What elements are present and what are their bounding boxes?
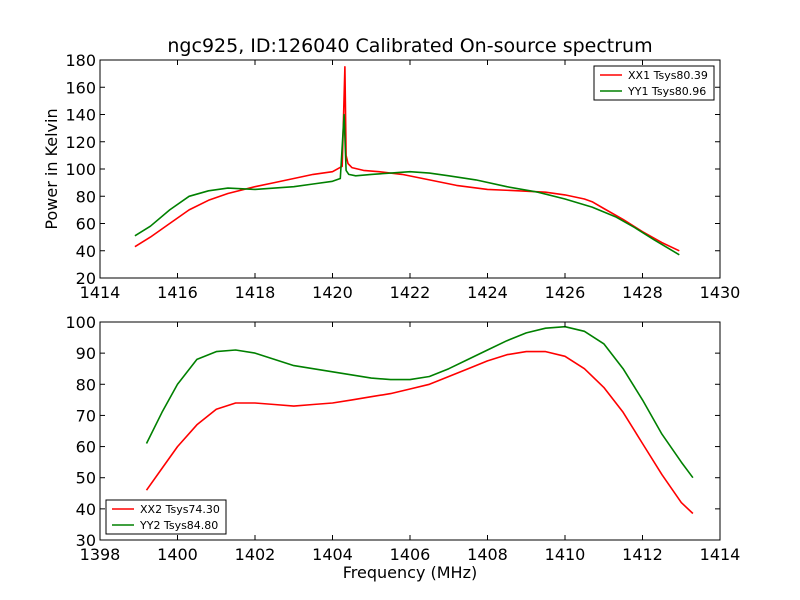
- x-tick-label: 1406: [390, 545, 431, 564]
- x-tick-label: 1420: [312, 283, 353, 302]
- legend-box: [593, 65, 715, 101]
- legend-label-1: XX2 Tsys74.30: [140, 503, 220, 516]
- y-tick-label: 100: [65, 313, 96, 332]
- series-line-1: [145, 350, 694, 515]
- series-line-2: [145, 325, 694, 479]
- top-panel: 1414 1416 1418 1420 1422 1424 1426 1428 1430 20 40…: [42, 51, 740, 302]
- y-tick-label: 40: [76, 242, 96, 261]
- y-tick-label: 120: [65, 133, 96, 152]
- legend-label-1: XX1 Tsys80.39: [628, 69, 708, 82]
- x-tick-label: 1426: [545, 283, 586, 302]
- y-tick-label: 50: [76, 469, 96, 488]
- legend-box: [105, 499, 227, 535]
- y-tick-label: 160: [65, 78, 96, 97]
- y-tick-label: 80: [76, 375, 96, 394]
- y-tick-label: 80: [76, 187, 96, 206]
- x-tick-label: 1412: [622, 545, 663, 564]
- y-tick-label: 180: [65, 51, 96, 70]
- x-tick-label: 1400: [157, 545, 198, 564]
- legend-label-2: YY2 Tsys84.80: [139, 519, 218, 532]
- figure-title: ngc925, ID:126040 Calibrated On-source s…: [167, 35, 652, 57]
- legend-label-2: YY1 Tsys80.96: [627, 85, 706, 98]
- x-tick-label: 1410: [545, 545, 586, 564]
- y-tick-label: 60: [76, 215, 96, 234]
- x-tick-label: 1430: [700, 283, 741, 302]
- y-tick-label: 90: [76, 344, 96, 363]
- x-tick-label: 1414: [700, 545, 741, 564]
- x-tick-label: 1424: [467, 283, 508, 302]
- x-tick-label: 1398: [80, 545, 121, 564]
- x-tick-label: 1402: [235, 545, 276, 564]
- x-tick-label: 1404: [312, 545, 353, 564]
- y-tick-label: 20: [76, 269, 96, 288]
- x-axis-label: Frequency (MHz): [343, 563, 477, 582]
- y-tick-label: 140: [65, 106, 96, 125]
- x-tick-label: 1428: [622, 283, 663, 302]
- y-tick-label: 60: [76, 438, 96, 457]
- y-axis-label: Power in Kelvin: [42, 108, 61, 229]
- y-tick-label: 30: [76, 531, 96, 550]
- x-tick-label: 1416: [157, 283, 198, 302]
- x-tick-label: 1418: [235, 283, 276, 302]
- y-tick-label: 70: [76, 406, 96, 425]
- x-tick-label: 1414: [80, 283, 121, 302]
- y-tick-label: 40: [76, 500, 96, 519]
- y-tick-label: 100: [65, 160, 96, 179]
- series-line-2: [134, 113, 680, 256]
- series-line-1: [134, 66, 680, 252]
- bottom-panel: 1398 1400 1402 1404 1406 1408 1410 1412 1414 30 40…: [65, 313, 740, 582]
- x-tick-label: 1422: [390, 283, 431, 302]
- x-tick-label: 1408: [467, 545, 508, 564]
